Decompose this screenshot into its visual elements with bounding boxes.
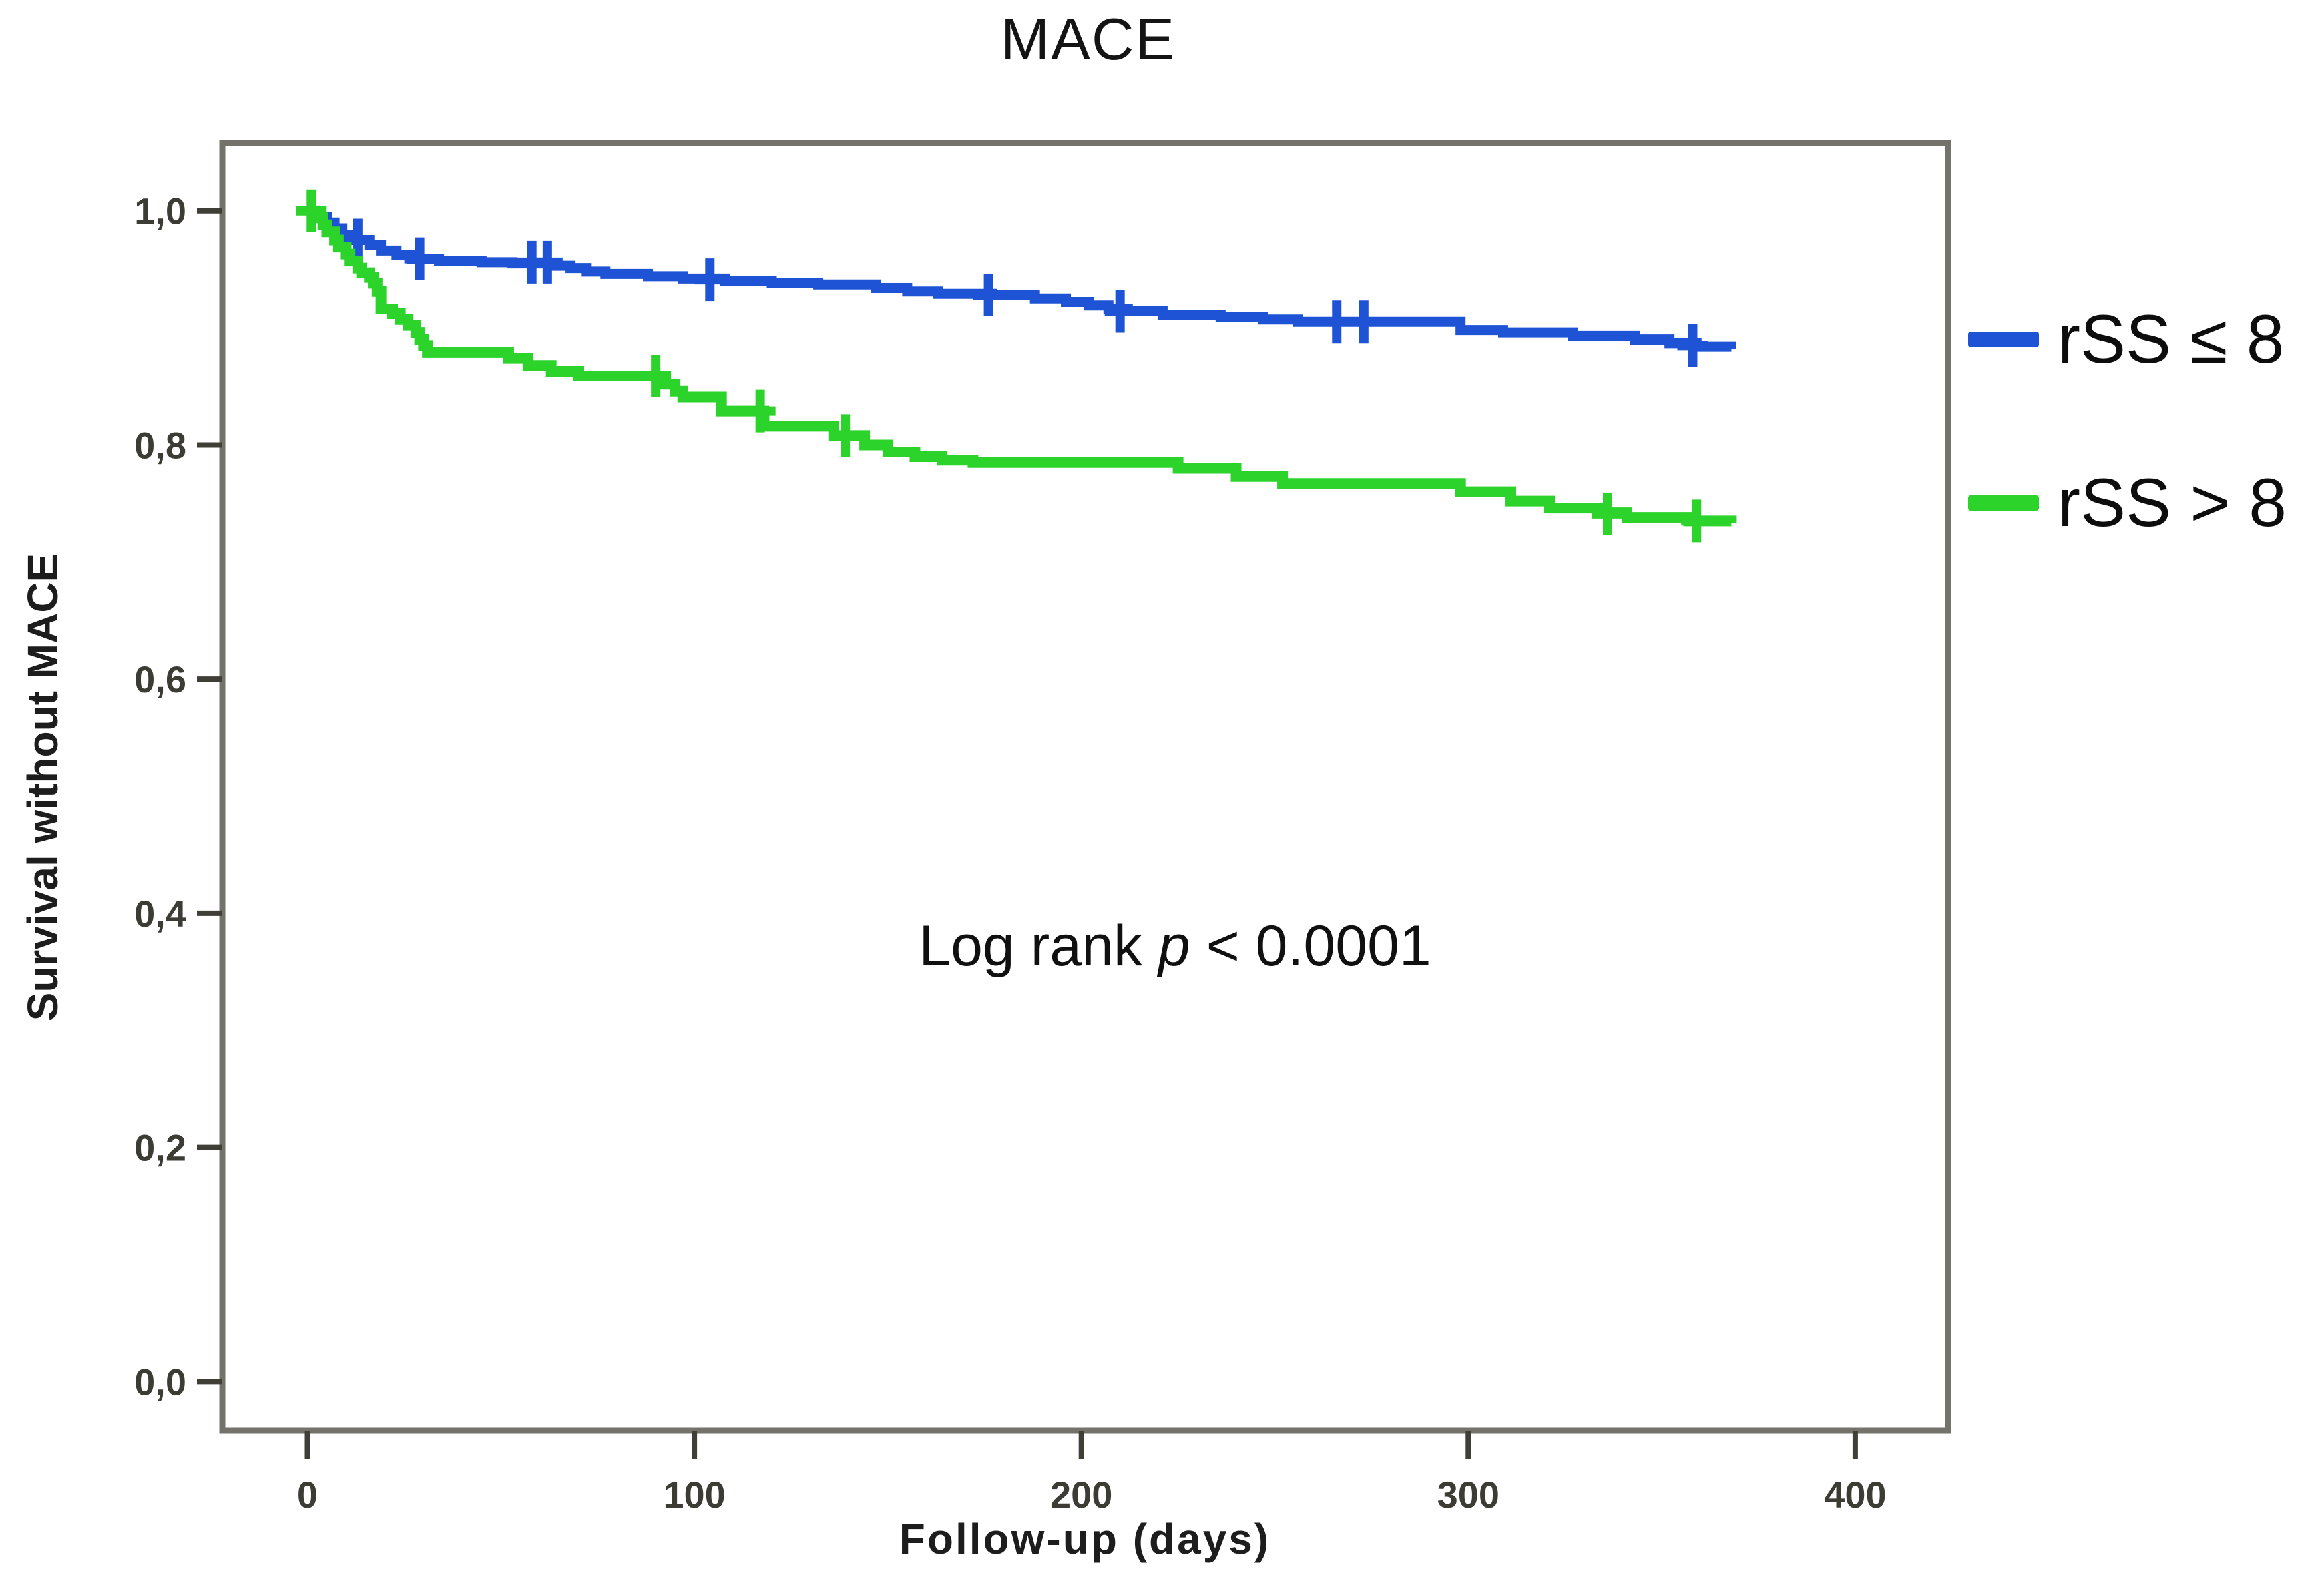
y-tick-label: 0,6	[134, 658, 186, 700]
series-rss-gt-8	[296, 189, 1737, 543]
x-tick-label: 300	[1437, 1474, 1499, 1516]
y-axis: 1,0 0,8 0,6 0,4 0,2 0,0	[134, 190, 222, 1403]
y-tick-label: 0,4	[134, 893, 186, 935]
survival-curve	[307, 205, 1737, 527]
chart-title: MACE	[1000, 6, 1176, 72]
y-tick-label: 0,8	[134, 424, 186, 466]
p-symbol: p	[1158, 914, 1190, 978]
x-tick-label: 100	[663, 1474, 725, 1516]
legend-entry-rss-le-8: rSS ≤ 8	[1968, 289, 2284, 389]
survival-curve	[307, 206, 1736, 352]
legend-swatch-blue	[1968, 331, 2039, 347]
plot-frame	[219, 140, 1951, 1434]
legend: rSS ≤ 8 rSS > 8	[1968, 0, 2324, 1583]
x-axis: 0 100 200 300 400	[297, 1431, 1887, 1516]
y-tick-label: 1,0	[134, 190, 186, 232]
p-value-text: < 0.0001	[1190, 914, 1431, 978]
legend-entry-rss-gt-8: rSS > 8	[1968, 453, 2287, 553]
legend-label: rSS > 8	[2058, 464, 2287, 541]
x-tick-label: 400	[1824, 1474, 1886, 1516]
y-tick-label: 0,0	[134, 1361, 186, 1403]
y-tick-label: 0,2	[134, 1127, 186, 1169]
log-rank-annotation: Log rank p < 0.0001	[734, 913, 1616, 979]
x-tick-label: 0	[297, 1474, 318, 1516]
y-axis-title: Survival without MACE	[19, 553, 67, 1022]
x-axis-title: Follow-up (days)	[899, 1515, 1271, 1563]
log-rank-text: Log rank	[919, 914, 1158, 978]
legend-swatch-green	[1968, 495, 2039, 511]
legend-label: rSS ≤ 8	[2058, 300, 2285, 377]
x-tick-label: 200	[1050, 1474, 1112, 1516]
series-rss-le-8	[307, 206, 1736, 367]
